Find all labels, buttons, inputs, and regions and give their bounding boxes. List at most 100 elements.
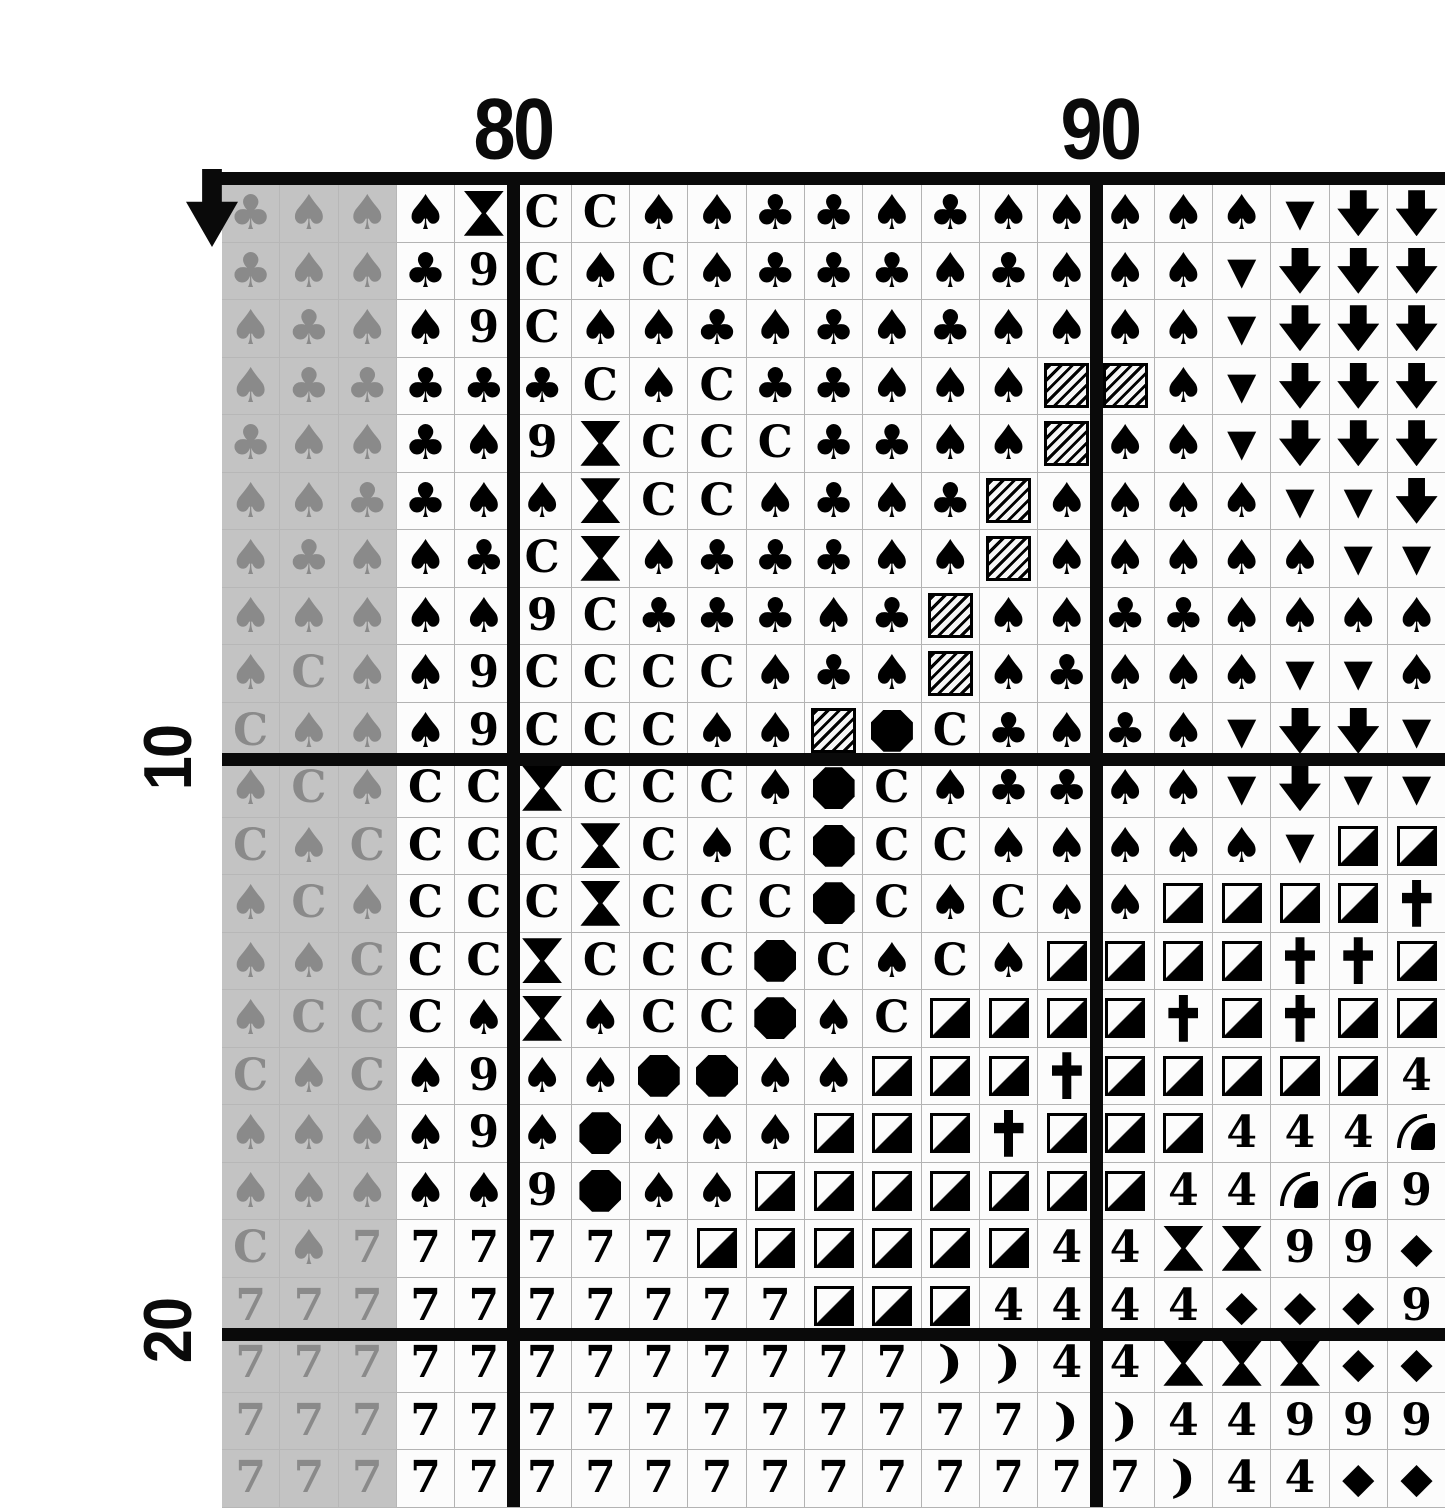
hourglass-icon <box>1279 1340 1320 1386</box>
quarter-fan-icon <box>1279 1170 1320 1212</box>
grid-cell <box>1329 932 1388 990</box>
grid-cell <box>863 702 922 760</box>
grid-cell: C <box>222 702 281 760</box>
spade-symbol: ♠ <box>812 587 856 644</box>
grid-cell: 7 <box>396 1335 456 1393</box>
grid-cell: C <box>571 357 631 415</box>
arrow-down-icon <box>1278 707 1321 754</box>
grid-cell: ♠ <box>1038 185 1097 243</box>
grid-cell: ♣ <box>921 472 980 530</box>
grid-cell: ♠ <box>630 1105 689 1163</box>
grid-cell <box>1096 932 1155 990</box>
spade-symbol: ♠ <box>1161 760 1205 817</box>
half-square-icon <box>871 1113 912 1154</box>
letter-c-symbol: C <box>291 762 327 814</box>
spade-symbol: ♠ <box>345 415 389 472</box>
nine-symbol: 9 <box>468 1049 500 1101</box>
spade-symbol: ♠ <box>753 1105 797 1162</box>
arrow-down-icon <box>1278 420 1321 467</box>
grid-cell: C <box>571 645 631 703</box>
spade-symbol: ♠ <box>870 357 914 414</box>
seven-symbol: 7 <box>876 1452 908 1504</box>
grid-cell: 7 <box>280 1392 339 1450</box>
grid-cell: ♠ <box>338 1162 397 1220</box>
grid-cell: 4 <box>1213 1450 1272 1508</box>
spade-symbol: ♠ <box>637 1162 681 1219</box>
grid-cell: C <box>455 875 514 933</box>
hourglass-icon <box>1221 1340 1262 1386</box>
seven-symbol: 7 <box>876 1394 908 1446</box>
letter-c-symbol: C <box>699 417 735 469</box>
grid-cell: C <box>630 702 689 760</box>
grid-cell <box>1154 1047 1214 1105</box>
grid-cell: C <box>571 702 631 760</box>
grid-cell: C <box>338 990 397 1048</box>
grid-cell: 7 <box>863 1450 922 1508</box>
triangle-down-symbol: ▼ <box>1285 191 1315 236</box>
hatched-square-icon <box>927 650 973 696</box>
grid-cell <box>1271 1047 1330 1105</box>
spade-symbol: ♠ <box>462 472 506 529</box>
seven-symbol: 7 <box>526 1279 558 1331</box>
grid-cell: C <box>396 817 456 875</box>
grid-cell <box>1271 702 1330 760</box>
grid-cell: 7 <box>921 1392 980 1450</box>
grid-cell <box>804 1277 864 1335</box>
crescent-symbol: ) <box>1170 1452 1197 1504</box>
half-square-icon <box>1279 1055 1320 1096</box>
triangle-down-symbol: ▼ <box>1227 306 1257 351</box>
grid-cell <box>1096 357 1155 415</box>
grid-cell: ♠ <box>280 817 339 875</box>
spade-symbol: ♠ <box>870 530 914 587</box>
grid-cell: ♠ <box>746 472 805 530</box>
letter-c-symbol: C <box>349 819 385 871</box>
four-symbol: 4 <box>1109 1222 1141 1274</box>
spade-symbol: ♠ <box>1161 300 1205 357</box>
grid-cell: ◆ <box>1329 1335 1388 1393</box>
grid-cell: 9 <box>1387 1392 1445 1450</box>
seven-symbol: 7 <box>876 1337 908 1389</box>
grid-cell: 7 <box>222 1392 281 1450</box>
grid-cell: 4 <box>979 1277 1039 1335</box>
spade-symbol: ♠ <box>1161 357 1205 414</box>
grid-cell <box>921 1162 980 1220</box>
cross-icon <box>1168 994 1199 1042</box>
seven-symbol: 7 <box>760 1452 791 1504</box>
hourglass-icon <box>580 823 621 869</box>
grid-cell <box>1271 1335 1330 1393</box>
spade-symbol: ♠ <box>928 530 972 587</box>
grid-cell: ♣ <box>396 472 456 530</box>
spade-symbol: ♠ <box>345 587 389 644</box>
grid-cell: ♠ <box>1213 185 1272 243</box>
grid-cell: ◆ <box>1387 1335 1445 1393</box>
grid-cell: ♠ <box>1387 645 1445 703</box>
grid-cell <box>1329 817 1388 875</box>
grid-cell: ♠ <box>863 645 922 703</box>
grid-cell: ) <box>921 1335 980 1393</box>
spade-symbol: ♠ <box>695 1162 739 1219</box>
grid-cell: ◆ <box>1387 1450 1445 1508</box>
grid-cell: ♠ <box>280 415 339 473</box>
octagon-icon <box>754 997 797 1040</box>
club-symbol: ♣ <box>637 587 681 644</box>
letter-c-symbol: C <box>524 532 560 584</box>
half-square-icon <box>1163 940 1204 981</box>
spade-symbol: ♠ <box>637 1105 681 1162</box>
spade-symbol: ♠ <box>1045 300 1089 357</box>
grid-cell: ♠ <box>1329 587 1388 645</box>
letter-c-symbol: C <box>699 359 735 411</box>
letter-c-symbol: C <box>524 819 560 871</box>
grid-cell: ♠ <box>746 760 805 818</box>
letter-c-symbol: C <box>641 819 677 871</box>
grid-cell: C <box>688 990 747 1048</box>
grid-cell: ♠ <box>1096 472 1155 530</box>
grid-cell <box>1154 932 1214 990</box>
letter-c-symbol: C <box>291 992 327 1044</box>
grid-cell: ♠ <box>1096 645 1155 703</box>
grid-cell: ♣ <box>804 530 864 588</box>
spade-symbol: ♠ <box>870 300 914 357</box>
spade-symbol: ♠ <box>928 357 972 414</box>
grid-cell: C <box>688 472 747 530</box>
stitch-grid: ♣ ♠ ♠ ♠ C C ♠ ♠ ♣ ♣ ♠ ♣ ♠ ♠ ♠ ♠ ♠ ▼ ♣ ♠ ♠ ♣ 9 C ♠ C ♠ ♣ ♣ ♣ ♠ ♣ ♠ ♠ ♠ ▼ ♠ ♣ ♠ ♠… <box>222 185 1445 1508</box>
half-square-icon <box>1396 825 1437 866</box>
